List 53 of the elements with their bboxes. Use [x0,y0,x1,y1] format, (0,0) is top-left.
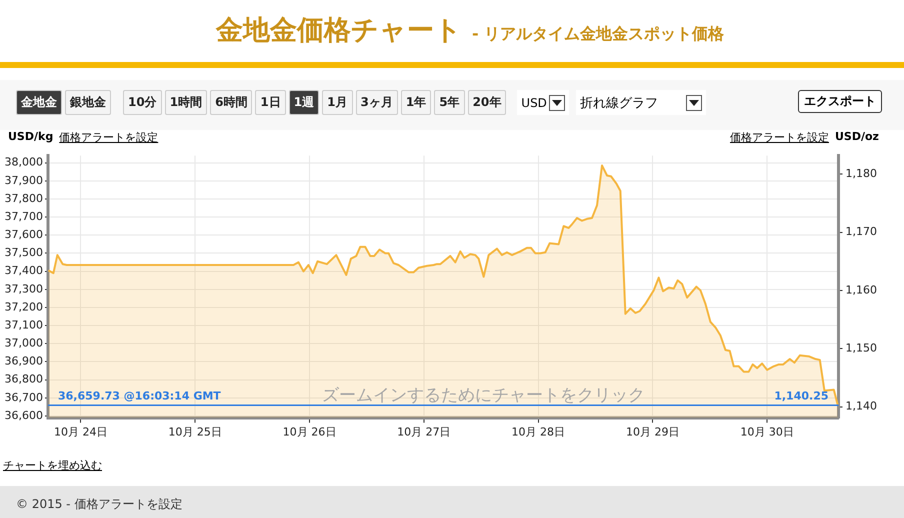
y-tick-label: 37,100 [4,318,43,332]
y-tick-label: 38,000 [4,156,43,169]
y-tick-label: 37,400 [4,264,43,278]
text: 10分 [123,90,162,115]
text: USD [517,90,569,115]
x-tick-label: 10月 25日 [168,425,222,438]
y-tick-label: 37,600 [4,228,43,242]
chart-title: 金地金価格チャート [216,14,462,48]
y-tick-label: 37,000 [4,336,43,350]
x-tick-label: 10月 29日 [626,425,680,438]
text: 価格アラートを設定 [730,130,829,145]
chart-subtitle: - リアルタイム金地金スポット価格 [472,24,724,45]
text: 価格アラートを設定 [59,130,158,145]
text: 銀地金 [65,90,111,115]
text: 20年 [468,90,506,115]
y-tick-label: 37,300 [4,282,43,296]
annotation: 1,140.25 [774,390,829,403]
y-tick-label: 37,500 [4,246,43,260]
y2-tick-label: 1,150 [846,341,878,354]
annotation: ズームインするためにチャートをクリック [322,386,645,406]
text: 1日 [255,90,286,115]
y-tick-label: 36,900 [4,354,43,368]
x-tick-label: 10月 24日 [54,425,108,438]
y-tick-label: 37,800 [4,192,43,205]
x-tick-label: 10月 27日 [397,425,451,438]
y-tick-label: 37,900 [4,174,43,187]
text: 折れ線グラフ [576,90,706,115]
text: 6時間 [210,90,252,115]
text: 1月 [322,90,352,115]
text: 1週 [288,90,320,115]
x-tick-label: 10月 28日 [512,425,566,438]
text: © 2015 - 価格アラートを設定 [16,496,182,513]
text: チャートを埋め込む [3,458,102,473]
y2-tick-label: 1,180 [846,167,878,180]
text: 1時間 [164,90,208,115]
text: 3ヶ月 [356,90,398,115]
y2-tick-label: 1,140 [846,400,878,413]
y-tick-label: 37,200 [4,300,43,314]
ref-line-label: 36,659.73 @16:03:14 GMT [58,390,222,403]
y2-axis-title: USD/oz [835,130,879,145]
y2-tick-label: 1,160 [846,283,878,296]
text: エクスポート [798,90,882,113]
y-tick-label: 36,700 [4,390,43,404]
text: 1年 [400,90,432,115]
x-tick-label: 10月 26日 [282,425,336,438]
text: 5年 [434,90,465,115]
y-axis-title: USD/kg [8,130,54,145]
y-tick-label: 36,600 [4,408,43,422]
y-tick-label: 37,700 [4,210,43,223]
x-tick-label: 10月 30日 [740,425,794,438]
text: 金地金 [16,90,62,115]
y-tick-label: 36,800 [4,372,43,386]
y2-tick-label: 1,170 [846,225,878,238]
